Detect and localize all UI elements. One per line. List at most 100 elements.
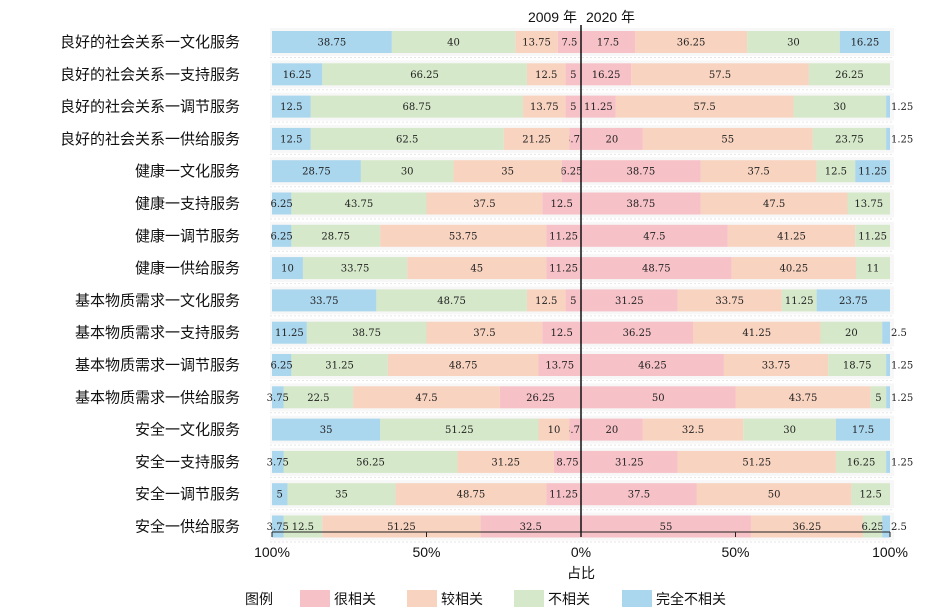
category-label: 基本物质需求一供给服务 (75, 388, 240, 406)
bar-2009-segment (380, 418, 539, 441)
bar-2020-segment (700, 160, 817, 183)
bar-2020-segment (581, 386, 736, 409)
data-label: 26.25 (835, 70, 864, 81)
bar-2020-segment (581, 450, 678, 473)
data-label: 31.25 (491, 457, 520, 468)
data-label: 48.75 (457, 490, 486, 501)
bar-2009-segment (272, 127, 311, 150)
data-label: 33.75 (341, 264, 370, 275)
bar-2009-segment (565, 289, 581, 312)
data-label: 1.25 (891, 102, 913, 113)
data-label: 5 (875, 393, 881, 404)
data-label: 17.5 (597, 38, 619, 49)
data-label: 8.75 (556, 457, 578, 468)
data-label: 43.75 (345, 199, 374, 210)
data-label: 28.75 (302, 167, 331, 178)
legend-swatch (622, 590, 652, 607)
data-label: 3.75 (267, 522, 289, 533)
data-label: 20 (606, 134, 619, 145)
bar-2009-segment (453, 160, 562, 183)
data-label: 3.75 (267, 393, 289, 404)
data-label: 3.75 (564, 134, 586, 145)
data-label: 35 (335, 490, 348, 501)
data-label: 21.25 (522, 134, 551, 145)
bar-2020-segment (642, 418, 744, 441)
data-label: 13.75 (530, 102, 559, 113)
category-label: 良好的社会关系一文化服务 (60, 33, 240, 51)
category-label: 基本物质需求一支持服务 (75, 324, 240, 342)
bar-2020-segment (882, 321, 890, 344)
data-label: 66.25 (410, 70, 439, 81)
bar-2009-segment (310, 127, 504, 150)
bar-2020-segment (816, 160, 856, 183)
bar-2020-segment (886, 386, 890, 409)
data-label: 1.25 (891, 361, 913, 372)
data-label: 41.25 (742, 328, 771, 339)
data-label: 32.5 (682, 425, 704, 436)
bar-2020-segment (886, 450, 890, 473)
data-label: 5 (277, 490, 283, 501)
data-label: 1.25 (891, 393, 913, 404)
data-label: 33.75 (310, 296, 339, 307)
data-label: 13.75 (854, 199, 883, 210)
data-label: 11.25 (785, 296, 814, 307)
data-label: 6.25 (861, 522, 883, 533)
bar-2020-segment (723, 354, 829, 376)
data-label: 33.75 (715, 296, 744, 307)
bar-2009-segment (553, 450, 581, 473)
data-label: 40.25 (780, 264, 809, 275)
legend-label: 完全不相关 (656, 591, 726, 608)
data-label: 55 (721, 134, 734, 145)
bar-2009-segment (272, 289, 377, 312)
bar-2009-segment (426, 192, 543, 215)
category-label: 健康一供给服务 (135, 259, 240, 277)
category-label: 健康一调节服务 (135, 227, 240, 245)
data-label: 37.5 (473, 199, 495, 210)
bar-2020-segment (581, 192, 701, 215)
bar-2020-segment (581, 483, 697, 506)
data-label: 1.25 (891, 457, 913, 468)
data-label: 12.5 (551, 199, 573, 210)
x-tick-label: 0% (571, 544, 591, 560)
data-label: 35 (501, 167, 514, 178)
x-tick-label: 50% (721, 544, 749, 560)
category-label: 健康一文化服务 (135, 162, 240, 180)
bar-2009-segment (457, 450, 554, 473)
category-label: 安全一调节服务 (135, 485, 240, 503)
data-label: 22.5 (307, 393, 329, 404)
data-label: 6.25 (560, 167, 582, 178)
data-label: 11.25 (549, 264, 578, 275)
data-label: 33.75 (762, 361, 791, 372)
bar-2009-segment (557, 31, 581, 53)
bar-2020-segment (631, 63, 809, 86)
bar-2020-segment (855, 160, 890, 183)
bar-2009-segment (353, 386, 500, 409)
bar-2009-segment (546, 224, 581, 247)
bar-2009-segment (306, 321, 427, 344)
bar-2009-segment (272, 63, 323, 86)
bar-2020-segment (731, 257, 857, 280)
data-label: 12.5 (535, 70, 557, 81)
data-label: 16.25 (283, 70, 312, 81)
data-label: 12.5 (292, 522, 314, 533)
legend-label: 较相关 (441, 592, 483, 608)
bar-2009-segment (283, 450, 458, 473)
category-label: 基本物质需求一文化服务 (75, 291, 240, 309)
legend-swatch (300, 590, 330, 607)
bar-2020-segment (581, 321, 694, 344)
data-label: 16.25 (851, 38, 880, 49)
data-label: 32.5 (520, 522, 542, 533)
data-label: 48.75 (449, 361, 478, 372)
bar-2009-segment (546, 257, 581, 280)
bar-2009-segment (291, 354, 388, 376)
bar-2009-segment (407, 257, 547, 280)
data-label: 51.25 (445, 425, 474, 436)
bar-2009-segment (272, 515, 284, 538)
data-label: 11.25 (858, 231, 887, 242)
bar-2020-segment (870, 386, 887, 409)
data-label: 57.5 (709, 70, 731, 81)
legend-label: 不相关 (548, 592, 590, 608)
bar-2009-segment (272, 95, 311, 118)
x-tick-label: 50% (412, 544, 440, 560)
bar-2020-segment (839, 31, 890, 53)
